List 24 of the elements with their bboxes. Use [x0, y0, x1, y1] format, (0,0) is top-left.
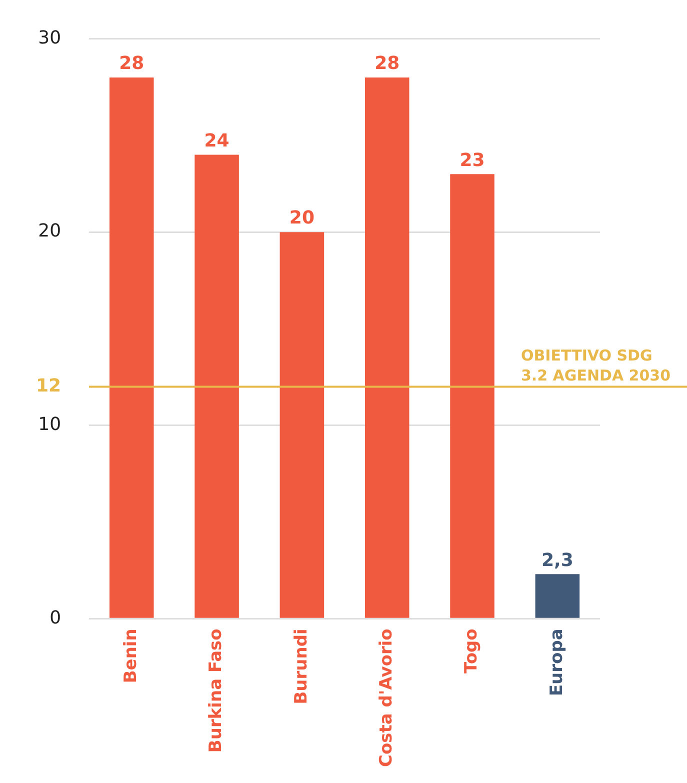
bar — [194, 154, 239, 618]
y-tick-label: 30 — [38, 27, 62, 48]
data-label: 28 — [374, 53, 400, 74]
bar — [109, 77, 154, 618]
data-label: 23 — [460, 150, 485, 171]
bar — [280, 232, 324, 618]
bar — [535, 574, 580, 618]
data-label: 2,3 — [541, 550, 574, 571]
x-tick-label: Benin — [121, 628, 142, 684]
bar — [364, 77, 410, 618]
y-tick-label: 20 — [38, 220, 62, 242]
x-tick-label: Burkina Faso — [206, 628, 226, 753]
y-tick-label: 0 — [50, 607, 62, 628]
data-label: 20 — [289, 208, 314, 229]
x-tick-label: Togo — [462, 628, 482, 674]
ref-line-label: OBIETTIVO SDG 3.2 AGENDA 2030 — [521, 346, 671, 385]
x-tick-label: Burundi — [291, 628, 312, 704]
y-tick-label: 10 — [38, 414, 62, 436]
data-label: 24 — [204, 130, 230, 152]
x-tick-label: Europa — [546, 628, 567, 696]
y-tick-label: 12 — [36, 375, 62, 396]
data-label: 28 — [119, 53, 144, 74]
x-tick-label: Costa d'Avorio — [376, 628, 397, 768]
bar — [450, 174, 494, 618]
